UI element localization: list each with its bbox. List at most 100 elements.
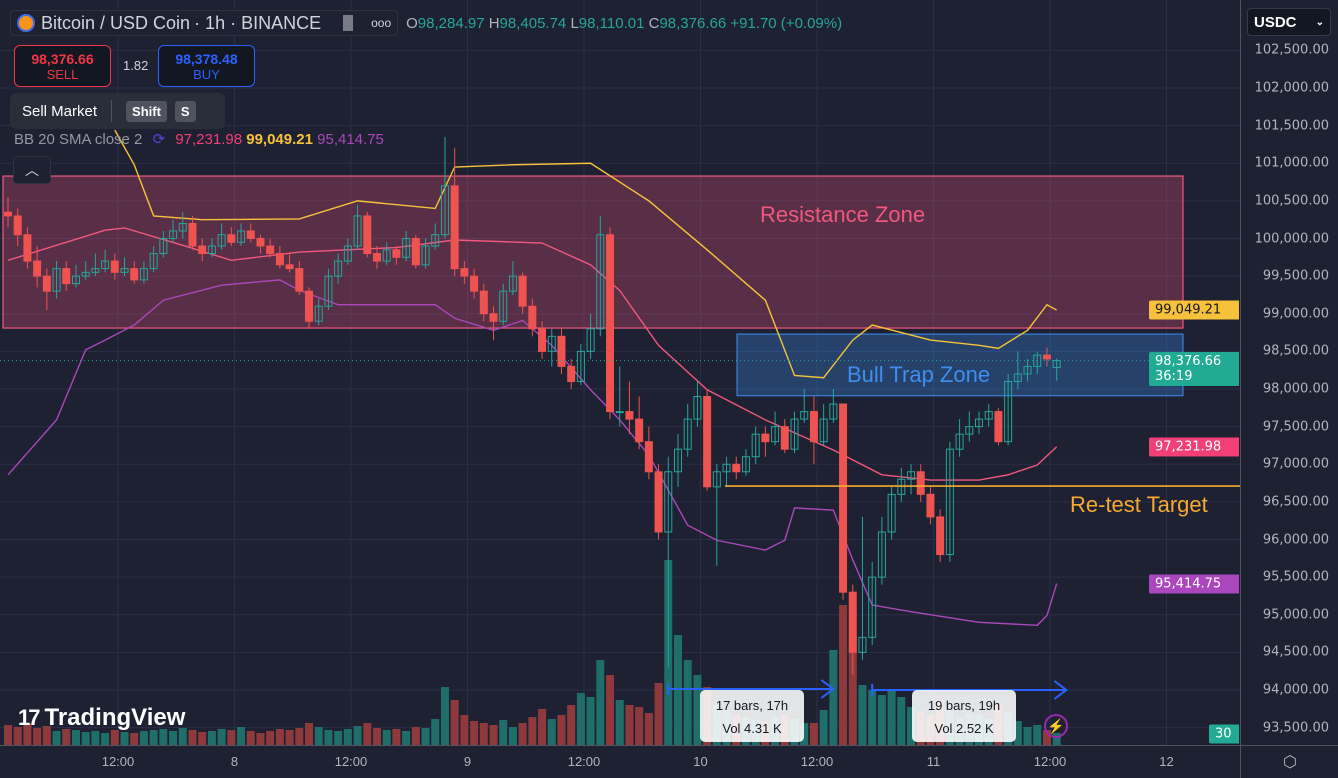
volume-bar: [460, 715, 469, 745]
candle-body: [586, 328, 595, 352]
candle-body: [712, 471, 721, 488]
candle-body: [644, 441, 653, 473]
candle-body: [4, 211, 12, 217]
symbol-legend[interactable]: Bitcoin / USD Coin · 1h · BINANCE ooo: [10, 10, 399, 36]
volume-bar: [499, 720, 508, 745]
measure-box-1: 17 bars, 17h Vol 4.31 K: [700, 690, 804, 742]
volume-bar: [450, 700, 459, 745]
volume-bar: [246, 731, 255, 745]
volume-bar: [868, 690, 877, 745]
currency-selector[interactable]: USDC ⌄: [1247, 8, 1331, 36]
collapse-legend-button[interactable]: ︿: [13, 156, 51, 184]
candle-body: [499, 290, 508, 322]
candle-body: [440, 185, 449, 236]
volume-bar: [421, 728, 430, 745]
volume-bar: [81, 732, 90, 745]
volume-bar: [576, 693, 585, 745]
gear-icon: ⬡: [1283, 754, 1297, 771]
volume-bar: [227, 730, 236, 745]
candle-body: [402, 238, 411, 258]
candle-body: [460, 268, 469, 277]
volume-bar: [683, 660, 692, 745]
candle-body: [683, 418, 692, 450]
candle-body: [596, 234, 605, 330]
candle-body: [149, 253, 158, 270]
candle-body: [538, 328, 547, 352]
volume-bar: [188, 730, 197, 745]
volume-bar: [159, 729, 168, 745]
candle-body: [567, 365, 576, 382]
price-tick: 97,500.00: [1262, 419, 1329, 435]
candle-body: [994, 411, 1003, 443]
candle-body: [159, 238, 168, 255]
price-tick: 101,500.00: [1254, 118, 1329, 134]
bollinger-legend[interactable]: BB 20 SMA close 2 ⟳ 97,231.98 99,049.21 …: [14, 131, 384, 148]
volume-bar: [353, 726, 362, 745]
arrow-head-icon: [820, 679, 836, 699]
candle-body: [576, 350, 585, 382]
volume-bar: [285, 730, 294, 745]
more-icon[interactable]: ooo: [371, 16, 392, 30]
candle-body: [916, 471, 925, 495]
volume-bar: [130, 733, 139, 745]
candle-body: [975, 418, 983, 428]
settings-button[interactable]: ⬡: [1240, 745, 1338, 778]
volume-bar: [848, 635, 857, 745]
candle-body: [732, 463, 741, 473]
lightning-icon[interactable]: ⚡: [1044, 714, 1068, 738]
volume-bar: [440, 687, 449, 745]
volume-bar: [615, 700, 624, 745]
candle-body: [1004, 380, 1013, 443]
candle-body: [120, 268, 129, 273]
candle-body: [52, 268, 61, 292]
candle-body: [528, 305, 537, 330]
candle-body: [139, 268, 148, 281]
candle-body: [1042, 354, 1051, 360]
candle-body: [926, 493, 935, 518]
retest-target-label: Re-test Target: [1070, 492, 1208, 517]
volume-bar: [178, 728, 187, 745]
sell-button[interactable]: 98,376.66 SELL: [14, 45, 111, 87]
candle-body: [305, 290, 314, 322]
candle-body: [353, 215, 362, 247]
volume-bar: [392, 729, 401, 745]
volume-bar: [1023, 727, 1032, 745]
candle-body: [91, 268, 100, 273]
volume-bar: [266, 731, 275, 745]
tradingview-logo[interactable]: 17 TradingView: [18, 704, 186, 731]
volume-bar: [13, 727, 22, 745]
candle-body: [489, 313, 498, 322]
candle-body: [266, 245, 275, 255]
time-tick: 9: [463, 754, 472, 769]
price-tick: 98,500.00: [1262, 343, 1329, 359]
candle-body: [819, 418, 828, 443]
candle-body: [829, 403, 838, 420]
volume-bar: [557, 715, 566, 745]
time-tick: 12: [1159, 754, 1174, 769]
candle-body: [771, 426, 780, 443]
flag-icon[interactable]: [343, 15, 354, 31]
symbol-name[interactable]: Bitcoin / USD Coin: [41, 12, 191, 33]
volume-bar: [324, 730, 333, 745]
candle-body: [664, 471, 673, 533]
time-axis[interactable]: 12:00 8 12:00 9 12:00 10 12:00 11 12:00 12: [0, 745, 1240, 778]
price-axis[interactable]: USDC ⌄ 102,500.00 102,000.00 101,500.00 101,…: [1240, 0, 1338, 745]
arrow-head-icon: [1053, 680, 1069, 700]
candle-body: [178, 222, 187, 232]
volume-bar: [198, 732, 207, 745]
buy-button[interactable]: 98,378.48 BUY: [158, 45, 255, 87]
spread-value: 1.82: [123, 58, 149, 73]
volume-bar: [654, 683, 663, 745]
price-tick: 94,000.00: [1262, 682, 1329, 698]
candle-body: [1013, 373, 1022, 382]
price-chart[interactable]: [0, 0, 1240, 745]
candle-body: [110, 260, 119, 273]
volume-bar: [800, 723, 809, 745]
candle-body: [790, 418, 799, 450]
volume-bar: [411, 727, 420, 745]
volume-bar: [402, 731, 411, 745]
volume-bar: [295, 728, 304, 745]
candle-body: [62, 268, 71, 285]
volume-bar: [547, 719, 556, 745]
volume-bar: [217, 729, 226, 745]
